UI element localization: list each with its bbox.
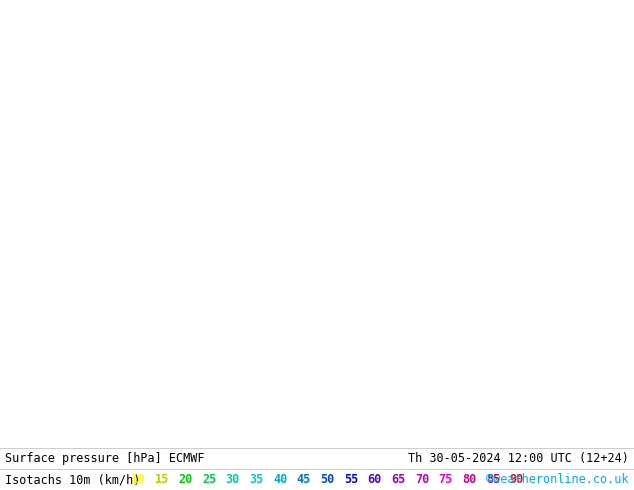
Text: 80: 80 <box>462 473 477 487</box>
Text: 10: 10 <box>131 473 145 487</box>
Text: 45: 45 <box>297 473 311 487</box>
Text: 70: 70 <box>415 473 429 487</box>
Text: 50: 50 <box>320 473 335 487</box>
Text: 85: 85 <box>486 473 500 487</box>
Text: 20: 20 <box>178 473 193 487</box>
Text: 75: 75 <box>439 473 453 487</box>
Text: 30: 30 <box>226 473 240 487</box>
Text: 90: 90 <box>510 473 524 487</box>
Text: 55: 55 <box>344 473 358 487</box>
Text: ©weatheronline.co.uk: ©weatheronline.co.uk <box>486 473 629 487</box>
Text: Th 30-05-2024 12:00 UTC (12+24): Th 30-05-2024 12:00 UTC (12+24) <box>408 452 629 465</box>
Text: Surface pressure [hPa] ECMWF: Surface pressure [hPa] ECMWF <box>5 452 205 465</box>
Text: 15: 15 <box>155 473 169 487</box>
Text: 40: 40 <box>273 473 287 487</box>
Text: 60: 60 <box>368 473 382 487</box>
Text: 25: 25 <box>202 473 216 487</box>
Text: 65: 65 <box>391 473 406 487</box>
Text: Isotachs 10m (km/h): Isotachs 10m (km/h) <box>5 473 141 487</box>
Text: 35: 35 <box>249 473 264 487</box>
